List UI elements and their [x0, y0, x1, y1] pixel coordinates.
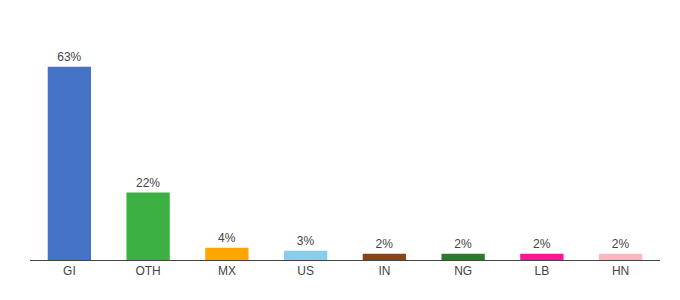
svg-text:LB: LB — [535, 264, 550, 278]
svg-text:NG: NG — [454, 264, 472, 278]
svg-text:2%: 2% — [376, 237, 394, 251]
svg-text:63%: 63% — [57, 50, 81, 64]
svg-text:IN: IN — [378, 264, 390, 278]
svg-text:GI: GI — [63, 264, 76, 278]
svg-text:2%: 2% — [612, 237, 630, 251]
svg-text:OTH: OTH — [135, 264, 160, 278]
svg-text:4%: 4% — [218, 231, 236, 245]
svg-text:2%: 2% — [454, 237, 472, 251]
svg-text:2%: 2% — [533, 237, 551, 251]
svg-text:3%: 3% — [297, 234, 315, 248]
svg-text:HN: HN — [612, 264, 629, 278]
svg-text:MX: MX — [218, 264, 236, 278]
svg-text:US: US — [297, 264, 314, 278]
svg-text:22%: 22% — [136, 176, 160, 190]
